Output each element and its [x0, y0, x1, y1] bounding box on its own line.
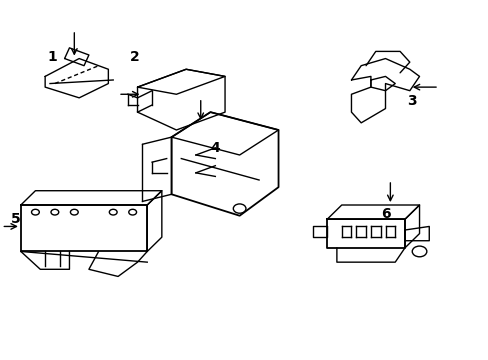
Text: 6: 6: [380, 207, 389, 221]
Text: 2: 2: [130, 50, 140, 64]
Text: 3: 3: [407, 94, 416, 108]
Text: 4: 4: [210, 141, 220, 155]
Text: 5: 5: [11, 212, 21, 226]
Text: 1: 1: [47, 50, 57, 64]
